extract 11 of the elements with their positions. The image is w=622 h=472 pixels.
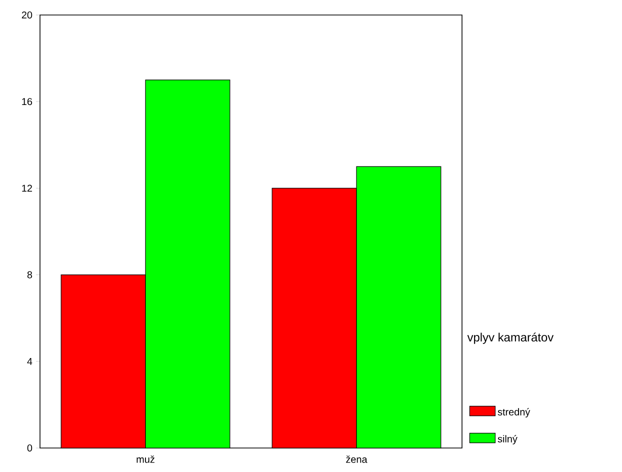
- legend-label: silný: [498, 434, 518, 444]
- y-tick-label: 0: [27, 444, 32, 452]
- legend-title: vplyv kamarátov: [467, 332, 554, 344]
- x-tick-label: žena: [346, 456, 368, 463]
- y-tick-label: 20: [22, 11, 32, 19]
- y-tick-label: 4: [27, 358, 32, 365]
- legend-label: stredný: [498, 408, 530, 418]
- x-tick-label: muž: [136, 456, 154, 463]
- y-tick-label: 8: [27, 271, 32, 278]
- y-tick-label: 12: [22, 184, 32, 192]
- y-tick-label: 16: [22, 98, 32, 106]
